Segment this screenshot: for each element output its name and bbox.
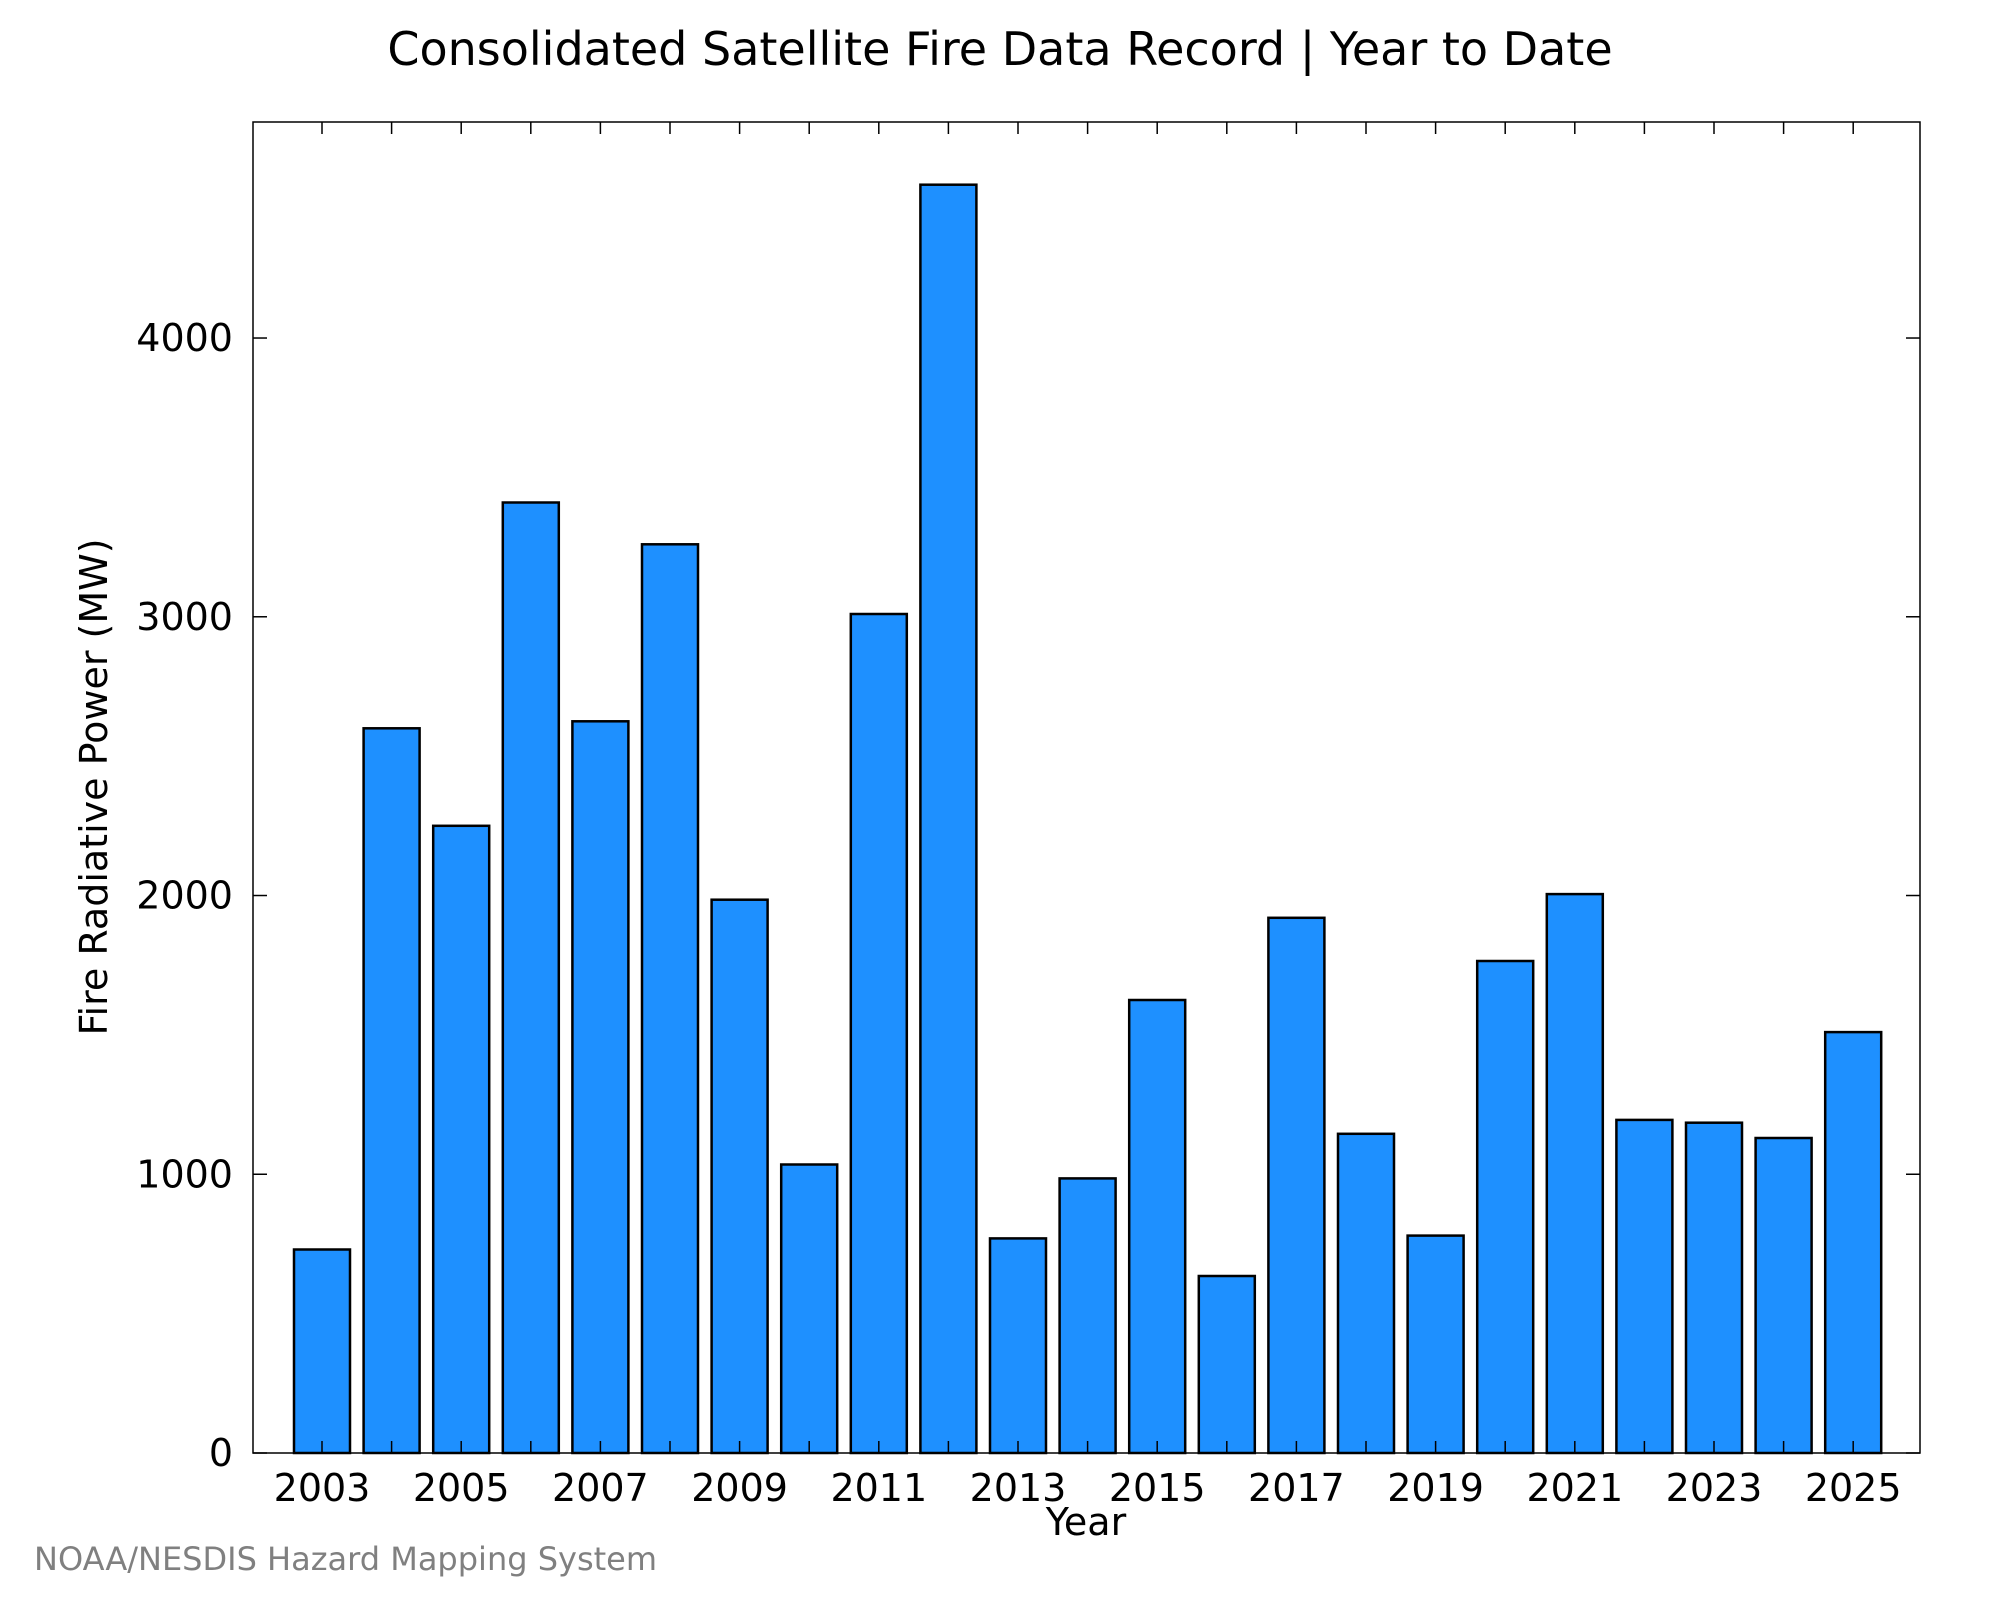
bar-2010: [779, 1163, 839, 1455]
bar-2023: [1684, 1121, 1744, 1455]
y-tick-label: 2000: [136, 874, 233, 918]
bar-2022: [1615, 1118, 1674, 1455]
x-tick-label: 2013: [970, 1466, 1067, 1510]
x-tick-label: 2025: [1805, 1466, 1902, 1510]
bar-2019: [1406, 1234, 1465, 1455]
x-tick-label: 2011: [830, 1466, 927, 1510]
bar-2011: [849, 612, 909, 1455]
x-tick-label: 2005: [413, 1466, 510, 1510]
x-tick-label: 2003: [274, 1466, 371, 1510]
x-tick-label: 2007: [552, 1466, 649, 1510]
x-tick-label: 2015: [1109, 1466, 1206, 1510]
x-tick-label: 2019: [1387, 1466, 1484, 1510]
bar-2003: [292, 1248, 352, 1455]
x-axis-label: Year: [1045, 1500, 1127, 1544]
plot-frame: [252, 121, 1921, 1454]
bar-2012: [919, 183, 978, 1455]
bar-2017: [1267, 916, 1326, 1455]
bar-2015: [1127, 998, 1187, 1455]
ticks-group: [253, 122, 1920, 1454]
bar-2025: [1823, 1030, 1883, 1455]
bar-2016: [1197, 1274, 1257, 1455]
bar-2008: [640, 543, 700, 1455]
x-tick-label: 2021: [1526, 1466, 1623, 1510]
bar-2009: [710, 898, 769, 1455]
bar-2007: [571, 720, 630, 1455]
bar-2018: [1336, 1132, 1396, 1455]
y-axis-label: Fire Radiative Power (MW): [72, 538, 116, 1035]
tick-labels-group: 0 1000 2000 3000 4000 2003 2005 2007 2009 2011 201…: [136, 316, 1901, 1510]
x-tick-label: 2009: [691, 1466, 788, 1510]
bar-2021: [1545, 892, 1605, 1455]
bar-2004: [362, 727, 421, 1455]
chart-title: Consolidated Satellite Fire Data Record …: [387, 22, 1613, 76]
bar-2013: [988, 1237, 1048, 1455]
bar-2014: [1058, 1177, 1117, 1455]
bar-2020: [1475, 959, 1535, 1455]
bar-2005: [431, 824, 491, 1455]
bar-2006: [501, 501, 561, 1455]
y-tick-label: 0: [209, 1431, 233, 1475]
bars-group: [292, 183, 1883, 1455]
x-tick-label: 2023: [1666, 1466, 1763, 1510]
bar-2024: [1754, 1136, 1813, 1455]
y-tick-label: 1000: [136, 1152, 233, 1196]
x-tick-label: 2017: [1248, 1466, 1345, 1510]
source-credit: NOAA/NESDIS Hazard Mapping System: [34, 1540, 658, 1578]
y-tick-label: 3000: [136, 595, 233, 639]
y-tick-label: 4000: [136, 316, 233, 360]
